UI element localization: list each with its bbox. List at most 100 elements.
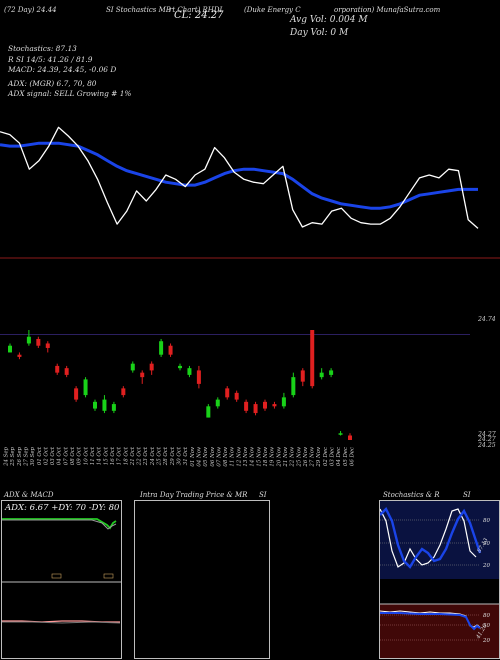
date-tick-label: 20 Nov bbox=[276, 447, 282, 468]
candle-body bbox=[319, 372, 324, 378]
candle-body bbox=[93, 401, 97, 409]
date-tick-label: 02 Dec bbox=[323, 447, 329, 466]
stoch-tick-label: 80 bbox=[483, 518, 490, 524]
candle-body bbox=[55, 365, 60, 373]
date-tick-label: 12 Nov bbox=[236, 447, 242, 467]
date-tick-label: 22 Oct bbox=[137, 446, 143, 466]
candle-body bbox=[300, 370, 305, 382]
date-tick-label: 08 Oct bbox=[70, 446, 76, 465]
candle-body bbox=[74, 388, 79, 400]
date-tick-label: 04 Oct bbox=[57, 446, 63, 465]
date-tick-label: 21 Oct bbox=[130, 446, 136, 466]
date-tick-label: 01 Nov bbox=[190, 447, 196, 467]
avg-volume-label: Avg Vol: 0.004 M bbox=[290, 15, 368, 25]
close-price-label: CL: 24.27 bbox=[174, 10, 224, 21]
candle-body bbox=[272, 404, 277, 407]
rsi-tick-label: 80 bbox=[483, 613, 490, 619]
adx-marker-box bbox=[103, 573, 114, 579]
adx-marker-box bbox=[51, 573, 62, 579]
macd-readout: MACD: 24.39, 24.45, -0.06 D bbox=[8, 65, 117, 74]
candle-body bbox=[64, 368, 69, 375]
stochastics-panel-title: Stochastics & R bbox=[383, 491, 440, 499]
candle-body bbox=[8, 345, 12, 353]
date-tick-label: 03 Dec bbox=[330, 447, 336, 466]
date-tick-label: 04 Dec bbox=[336, 447, 342, 466]
date-tick-label: 25 Sep bbox=[10, 446, 16, 466]
stochastics-panel-title-right: SI bbox=[463, 491, 471, 499]
price-tick-label: 24.74 bbox=[477, 316, 496, 323]
candle-body bbox=[329, 370, 334, 375]
intraday-panel bbox=[134, 500, 270, 659]
date-tick-label: 26 Sep bbox=[17, 446, 23, 466]
date-tick-label: 21 Nov bbox=[283, 447, 289, 468]
price-tick-label: 24.27 bbox=[477, 431, 496, 438]
header-item: SI Stochastics MB bbox=[106, 6, 171, 14]
date-tick-label: 07 Oct bbox=[63, 446, 69, 465]
rsi-line bbox=[380, 610, 481, 628]
price-tick-label: 24.25 bbox=[477, 442, 496, 449]
candle-body bbox=[225, 388, 230, 398]
rsi-signal-line bbox=[380, 612, 481, 631]
date-tick-label: 11 Nov bbox=[230, 447, 236, 467]
date-tick-label: 13 Nov bbox=[243, 447, 249, 467]
candle-body bbox=[168, 345, 173, 355]
stoch-tick-label: 50 bbox=[483, 541, 490, 547]
date-tick-label: 14 Nov bbox=[250, 447, 256, 467]
macd-signal-line bbox=[2, 621, 121, 624]
date-tick-label: 08 Nov bbox=[223, 447, 229, 467]
day-volume-label: Day Vol: 0 M bbox=[290, 28, 349, 38]
date-tick-label: 19 Nov bbox=[270, 447, 276, 467]
date-tick-label: 18 Nov bbox=[263, 447, 269, 467]
date-tick-label: 22 Nov bbox=[290, 447, 296, 468]
candle-body bbox=[17, 354, 22, 357]
candle-body bbox=[263, 401, 267, 409]
candle-body bbox=[130, 363, 135, 371]
date-tick-label: 29 Nov bbox=[316, 447, 322, 468]
candle-body bbox=[178, 365, 182, 369]
candle-body bbox=[149, 363, 154, 371]
date-tick-label: 01 Oct bbox=[37, 446, 43, 465]
date-tick-label: 24 Oct bbox=[150, 446, 156, 466]
price-line bbox=[0, 126, 479, 229]
candle-body bbox=[253, 404, 258, 414]
candle-body bbox=[234, 392, 239, 400]
date-tick-label: 07 Nov bbox=[216, 447, 222, 467]
header-item: rt Chart) RHDI bbox=[169, 6, 223, 14]
header-item: orporation) MunafaSutra.com bbox=[334, 6, 441, 14]
candle-body bbox=[215, 399, 220, 407]
candle-body bbox=[206, 406, 211, 418]
candle-body bbox=[310, 330, 315, 387]
adx-panel-readout: ADX: 6.67 +DY: 70 -DY: 80 bbox=[5, 503, 120, 513]
date-tick-label: 06 Dec bbox=[350, 447, 356, 466]
indicator-readouts: Stochastics: 87.13 R SI 14/5: 41.26 / 81… bbox=[8, 44, 131, 100]
candle-body bbox=[102, 399, 107, 411]
stoch-d-line bbox=[380, 506, 482, 569]
intraday-panel-title-right: SI bbox=[259, 491, 267, 499]
candle-body bbox=[121, 388, 126, 396]
candle-body bbox=[291, 377, 296, 396]
date-tick-label: 31 Oct bbox=[183, 446, 189, 465]
candle-body bbox=[187, 368, 192, 375]
rsi-tick-label: 50 bbox=[483, 623, 490, 629]
date-tick-label: 27 Sep bbox=[24, 446, 30, 466]
candle-body bbox=[26, 336, 31, 344]
date-tick-label: 05 Dec bbox=[343, 447, 349, 466]
date-tick-label: 14 Oct bbox=[97, 446, 103, 465]
date-tick-label: 26 Nov bbox=[303, 447, 309, 468]
header-item: (72 Day) 24.44 bbox=[4, 6, 57, 14]
date-tick-label: 27 Nov bbox=[310, 447, 316, 468]
di-line bbox=[2, 519, 117, 530]
candle-body bbox=[348, 435, 352, 440]
price-tick-label: 24.27 bbox=[477, 436, 496, 443]
date-tick-label: 25 Nov bbox=[296, 447, 302, 468]
intraday-panel-title: Intra Day Trading Price & MR bbox=[140, 491, 248, 499]
candle-body bbox=[140, 372, 145, 378]
adx-macd-chart bbox=[2, 518, 121, 624]
date-tick-label: 15 Oct bbox=[103, 446, 109, 465]
date-tick-label: 02 Oct bbox=[43, 446, 49, 465]
date-tick-label: 04 Nov bbox=[197, 447, 203, 467]
adx-readout: ADX: (MGR) 6.7, 70, 80 bbox=[8, 78, 97, 88]
header-bar: (72 Day) 24.44 SI Stochastics MB rt Char… bbox=[4, 3, 500, 15]
